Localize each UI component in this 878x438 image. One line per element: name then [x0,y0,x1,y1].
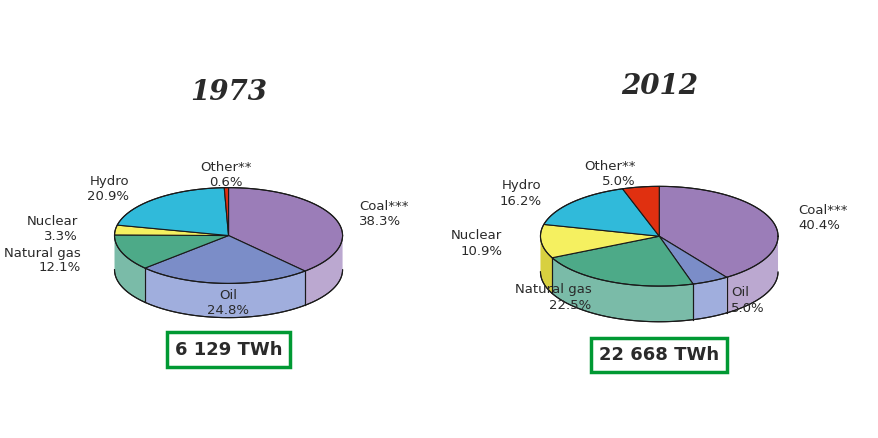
Polygon shape [145,236,305,283]
Polygon shape [726,237,777,313]
Polygon shape [145,268,305,318]
Text: 40.4%: 40.4% [797,219,839,232]
Polygon shape [114,235,228,268]
Text: Natural gas: Natural gas [4,247,81,259]
Text: 16.2%: 16.2% [499,194,541,208]
Text: Natural gas: Natural gas [515,283,591,297]
Text: 10.9%: 10.9% [459,245,501,258]
Text: Other**: Other** [583,159,635,173]
Polygon shape [658,186,777,277]
Text: Nuclear: Nuclear [450,229,501,242]
Polygon shape [117,187,228,236]
Text: 20.9%: 20.9% [87,190,129,203]
Polygon shape [540,237,551,293]
Text: Nuclear: Nuclear [26,215,78,228]
Text: Coal***: Coal*** [797,204,847,217]
Polygon shape [114,236,145,302]
Text: Coal***: Coal*** [358,200,408,213]
Text: Oil: Oil [219,289,236,302]
Polygon shape [228,187,342,271]
Text: 5.0%: 5.0% [730,302,764,314]
Text: 0.6%: 0.6% [209,176,242,189]
Polygon shape [622,186,658,236]
Text: Other**: Other** [200,161,251,174]
Polygon shape [551,258,693,322]
Text: 3.3%: 3.3% [44,230,78,243]
Text: 22.5%: 22.5% [549,299,591,312]
Text: 22 668 TWh: 22 668 TWh [599,346,718,364]
Polygon shape [543,189,658,236]
Polygon shape [114,225,228,236]
Text: 5.0%: 5.0% [601,175,635,188]
Text: 38.3%: 38.3% [358,215,400,228]
Text: Hydro: Hydro [90,175,129,188]
Text: 1973: 1973 [190,79,267,106]
Text: 6 129 TWh: 6 129 TWh [175,341,282,359]
Polygon shape [693,277,726,320]
Polygon shape [224,187,228,236]
Text: 2012: 2012 [620,74,697,100]
Text: Hydro: Hydro [501,179,541,192]
Text: 12.1%: 12.1% [39,261,81,274]
Text: 24.8%: 24.8% [206,304,248,317]
Polygon shape [540,224,658,258]
Polygon shape [658,236,726,284]
Text: Oil: Oil [730,286,748,299]
Polygon shape [305,236,342,305]
Polygon shape [551,236,693,286]
